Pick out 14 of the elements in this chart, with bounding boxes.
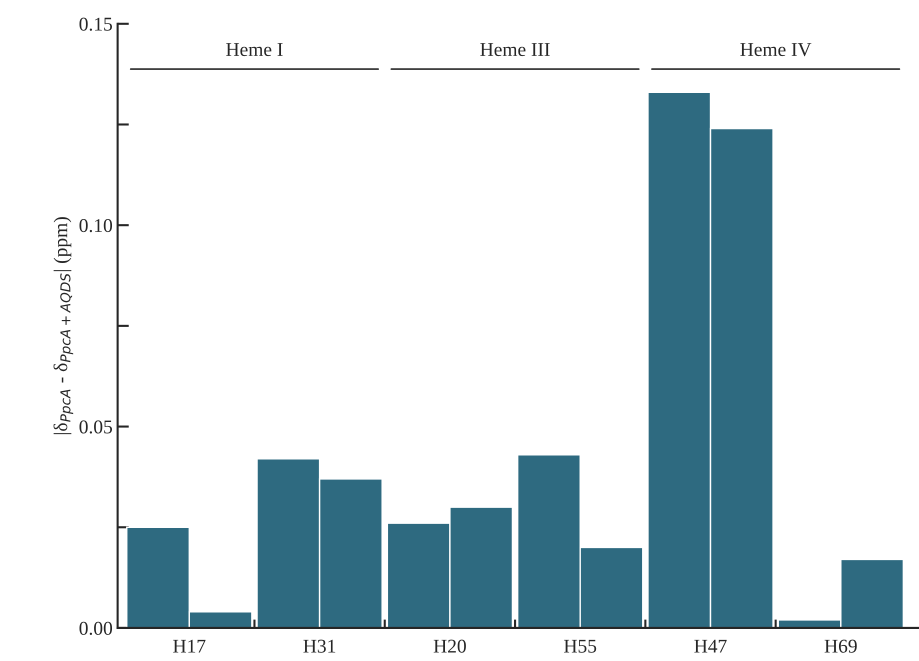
x-tick-label: H17 xyxy=(173,640,206,653)
annotation: Heme III xyxy=(480,43,550,56)
y-axis-title: |δ$_{PpcA}$ - δ$_{PpcA+AQDS}$| (ppm) xyxy=(54,217,74,434)
y-tick-label: 0.05 xyxy=(79,420,112,434)
y-tick-label: 0.10 xyxy=(79,218,112,232)
x-tick-label: H31 xyxy=(303,640,336,653)
x-tick-label: H20 xyxy=(434,640,466,653)
y-tick-label: 0.15 xyxy=(79,18,112,31)
x-tick-label: H47 xyxy=(694,640,727,653)
annotation: Heme IV xyxy=(740,43,812,56)
y-tick-label: 0.00 xyxy=(79,622,112,635)
x-tick-label: H69 xyxy=(824,640,857,653)
x-tick-label: H55 xyxy=(564,640,596,653)
annotation: Heme I xyxy=(226,43,283,56)
